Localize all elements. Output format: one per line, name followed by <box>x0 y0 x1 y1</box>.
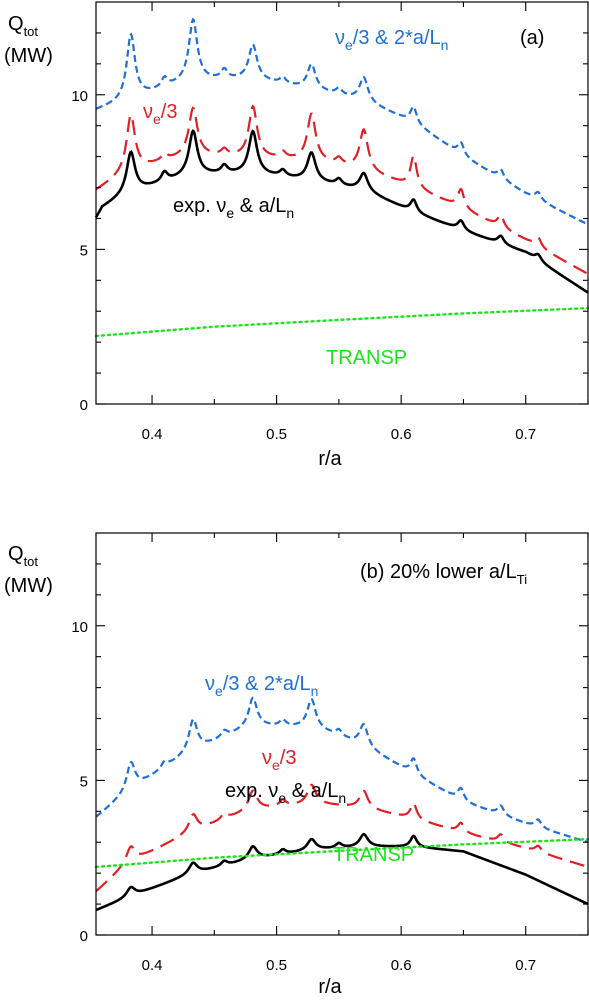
panel-b-xtick-label-0: 0.4 <box>142 957 163 974</box>
panel-a-ytick-label-2: 10 <box>71 88 88 105</box>
panel-b-xtick-label-2: 0.6 <box>391 957 412 974</box>
panel-b-ytick-label-2: 10 <box>71 619 88 636</box>
panel-b-ytick-label-1: 5 <box>80 773 88 790</box>
panel-a-annotation-red: νe/3 <box>143 101 177 127</box>
panel-a-yunit: (MW) <box>4 45 53 67</box>
panel-a-ytick-label-0: 0 <box>80 397 88 414</box>
panel-b-label: (b) 20% lower a/LTi <box>360 561 527 587</box>
panel-a-xtick-label-0: 0.4 <box>142 426 163 443</box>
panel-a-xtick-label-2: 0.6 <box>391 426 412 443</box>
panel-a: 0.4 0.5 0.6 0.7 0 5 10 Qtot (MW) r/a (a) νe/3 … <box>4 1 589 470</box>
panel-b-xtick-label-1: 0.5 <box>266 957 287 974</box>
panel-b-xlabel: r/a <box>318 976 342 998</box>
panel-b-curves <box>94 696 589 912</box>
panel-a-series-2-line <box>94 129 589 294</box>
panel-b-ylabel: Qtot <box>8 543 38 569</box>
panel-a-ytick-label-1: 5 <box>80 242 88 259</box>
panel-a-xtick-label-1: 0.5 <box>266 426 287 443</box>
panel-b-ticks: 0.4 0.5 0.6 0.7 0 5 10 <box>71 533 589 974</box>
panel-a-ylabel: Qtot <box>8 13 38 39</box>
panel-a-annotation-blue: νe/3 & 2*a/Ln <box>335 27 448 53</box>
panel-b-ytick-label-0: 0 <box>80 928 88 945</box>
panel-b: 0.4 0.5 0.6 0.7 0 5 10 Qtot (MW) r/a (b) 20% l… <box>4 532 589 998</box>
panel-a-xtick-label-3: 0.7 <box>515 426 536 443</box>
panel-b-xtick-label-3: 0.7 <box>515 957 536 974</box>
panel-b-yunit: (MW) <box>4 575 53 597</box>
panel-a-annotation-black: exp. νe & a/Ln <box>173 195 294 221</box>
panel-a-series-0-line <box>95 17 589 226</box>
panel-b-annotation-black: exp. νe & a/Ln <box>225 780 346 806</box>
panel-a-xlabel: r/a <box>318 448 342 470</box>
panel-a-label: (a) <box>520 27 544 49</box>
panel-a-curves <box>94 17 589 338</box>
panel-b-frame <box>95 532 589 936</box>
panel-a-annotation-green: TRANSP <box>326 347 407 369</box>
panel-b-series-2-line <box>95 832 589 912</box>
panel-a-series-1-line <box>95 104 589 275</box>
panel-b-annotation-blue: νe/3 & 2*a/Ln <box>205 673 318 699</box>
panel-b-series-0-line <box>95 696 589 844</box>
panel-a-frame <box>95 1 589 405</box>
panel-b-annotation-red: νe/3 <box>262 747 296 773</box>
panel-b-annotation-green: TRANSP <box>333 844 414 866</box>
panel-a-ticks: 0.4 0.5 0.6 0.7 0 5 10 <box>71 2 589 443</box>
panel-a-series-3-line <box>94 306 589 338</box>
panel-b-series-3-line <box>94 837 589 869</box>
